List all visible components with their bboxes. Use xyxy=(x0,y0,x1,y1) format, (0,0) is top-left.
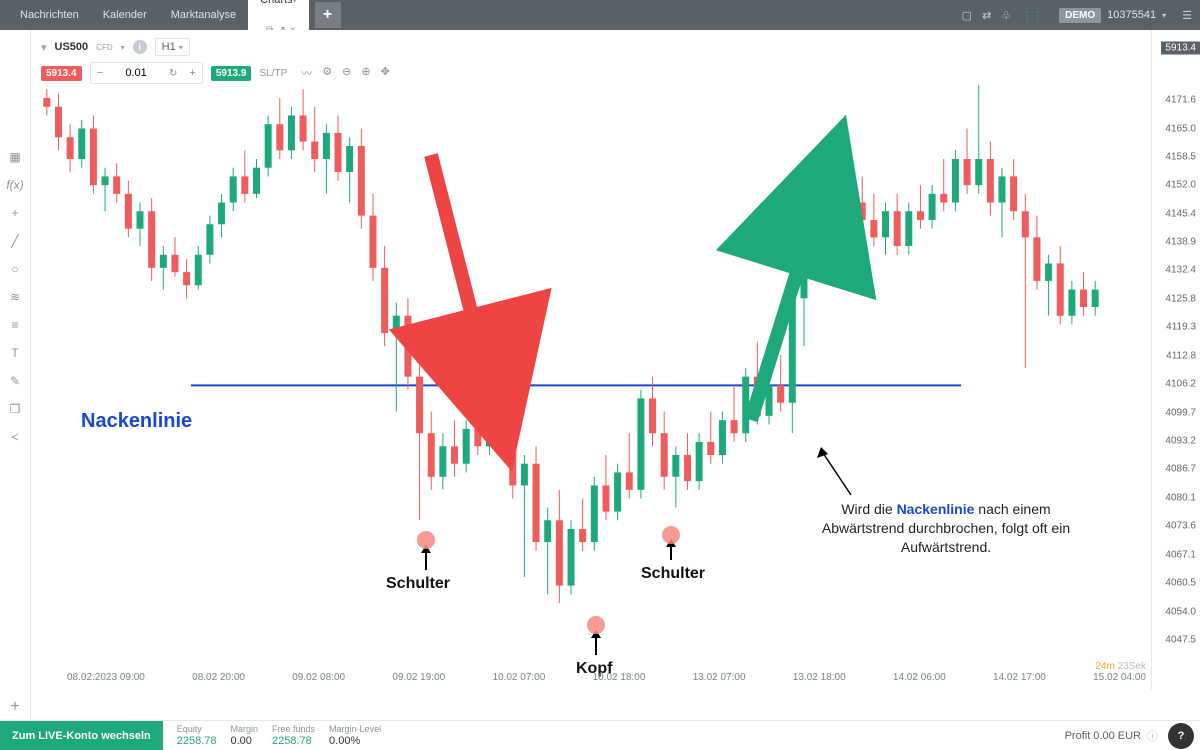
buy-price-button[interactable]: 5913.9 xyxy=(211,66,252,81)
freefunds-stat: Free funds2258.78 xyxy=(272,725,315,747)
minus-icon[interactable]: − xyxy=(91,67,109,79)
timeframe-selector[interactable]: H1 ▾ xyxy=(155,38,190,56)
refresh-icon[interactable]: ↻ xyxy=(163,68,183,79)
quantity-stepper[interactable]: − ↻ + xyxy=(90,62,203,84)
tab-analysis[interactable]: Marktanalyse xyxy=(159,0,248,30)
grid-icon[interactable]: ▦ xyxy=(9,150,20,164)
account-selector[interactable]: DEMO 10375541 ▾ xyxy=(1051,5,1174,26)
account-number: 10375541 xyxy=(1107,9,1156,21)
zoom-out-icon[interactable]: ⊖ xyxy=(342,65,351,81)
zoom-in-icon[interactable]: ⊕ xyxy=(361,65,370,81)
head-marker xyxy=(587,616,605,634)
layers-icon[interactable]: ❒ xyxy=(10,402,21,416)
info-icon[interactable]: i xyxy=(133,40,147,54)
fx-icon[interactable]: f(x) xyxy=(6,178,23,192)
tab-news[interactable]: Nachrichten xyxy=(8,0,91,30)
top-right-icons: ▢ ⇄ ♧ ⋮⋮ xyxy=(962,9,1044,22)
instrument-type: CFD xyxy=(96,43,112,52)
chevron-down-icon[interactable]: ▾ xyxy=(121,43,125,52)
crosshair-icon[interactable]: + xyxy=(11,206,18,220)
line-tool-icon[interactable]: 〰 xyxy=(301,65,312,81)
add-tab-button[interactable]: + xyxy=(315,2,341,28)
brush-icon[interactable]: ✎ xyxy=(10,374,20,388)
shoulder-marker-right xyxy=(662,526,680,544)
add-panel-button[interactable]: + xyxy=(10,698,19,716)
candle-countdown: 24m 23Sek xyxy=(1095,661,1146,672)
order-toolbar: 5913.4 − ↻ + 5913.9 SL/TP 〰 ⚙ ⊖ ⊕ ✥ xyxy=(41,62,390,84)
settings-icon[interactable]: ⚙ xyxy=(322,65,332,81)
shoulder-marker-left xyxy=(417,531,435,549)
drawing-toolbar: ▦ f(x) + ╱ ○ ≋ ≡ T ✎ ❒ < + xyxy=(0,30,31,720)
status-bar: Zum LIVE-Konto wechseln Equity2258.78 Ma… xyxy=(0,720,1200,750)
margin-stat: Margin0.00 xyxy=(231,725,259,747)
instrument-name[interactable]: US500 xyxy=(55,41,89,53)
circle-icon[interactable]: ○ xyxy=(11,262,18,276)
menu-icon[interactable]: ☰ xyxy=(1182,9,1192,22)
equity-stat: Equity2258.78 xyxy=(177,725,217,747)
profit-display: Profit 0.00 EURⓘ xyxy=(1065,728,1158,744)
top-tab-bar: Nachrichten Kalender Marktanalyse Charts… xyxy=(0,0,1200,30)
y-axis: 5913.44171.64165.04158.54152.04145.44138… xyxy=(1151,30,1200,690)
sltp-button[interactable]: SL/TP xyxy=(259,68,287,79)
move-icon[interactable]: ✥ xyxy=(381,65,390,81)
pattern-icon[interactable]: ≋ xyxy=(10,290,20,304)
demo-badge: DEMO xyxy=(1059,8,1101,23)
layout-icon[interactable]: ▢ xyxy=(962,9,972,22)
transfer-icon[interactable]: ⇄ xyxy=(982,9,991,22)
trendline-icon[interactable]: ╱ xyxy=(11,234,18,248)
bell-icon[interactable]: ♧ xyxy=(1001,9,1011,22)
neckline-label: Nackenlinie xyxy=(81,410,192,433)
sell-price-button[interactable]: 5913.4 xyxy=(41,66,82,81)
share-icon[interactable]: < xyxy=(11,430,18,444)
text-icon[interactable]: T xyxy=(11,346,18,360)
collapse-icon[interactable]: ▾ xyxy=(41,41,47,54)
info-icon[interactable]: ⓘ xyxy=(1147,728,1158,744)
tab-charts-label: Charts xyxy=(260,0,292,6)
x-axis: 08.02.2023 09:0008.02 20:0009.02 08:0009… xyxy=(61,672,1152,690)
tab-calendar[interactable]: Kalender xyxy=(91,0,159,30)
plus-icon[interactable]: + xyxy=(183,67,201,79)
shoulder-label-right: Schulter xyxy=(641,565,705,583)
chevron-down-icon: ▾ xyxy=(1162,11,1166,20)
shoulder-label-left: Schulter xyxy=(386,575,450,593)
quantity-input[interactable] xyxy=(109,66,163,80)
switch-live-button[interactable]: Zum LIVE-Konto wechseln xyxy=(0,721,163,750)
fib-icon[interactable]: ≡ xyxy=(11,318,18,332)
candlestick-chart xyxy=(31,30,1151,690)
marginlevel-stat: Margin-Level0.00% xyxy=(329,725,381,747)
help-button[interactable]: ? xyxy=(1168,723,1194,749)
chart-area[interactable]: ⤢ ▾ US500 CFD ▾ i H1 ▾ 5913.4 − ↻ + 5913… xyxy=(31,30,1200,720)
instrument-bar: ▾ US500 CFD ▾ i H1 ▾ xyxy=(41,38,190,56)
wifi-icon: ⋮⋮ xyxy=(1021,9,1043,22)
chevron-down-icon: ▾ xyxy=(293,0,297,5)
description-text: Wird die Nackenlinie nach einem Abwärtst… xyxy=(801,500,1091,557)
